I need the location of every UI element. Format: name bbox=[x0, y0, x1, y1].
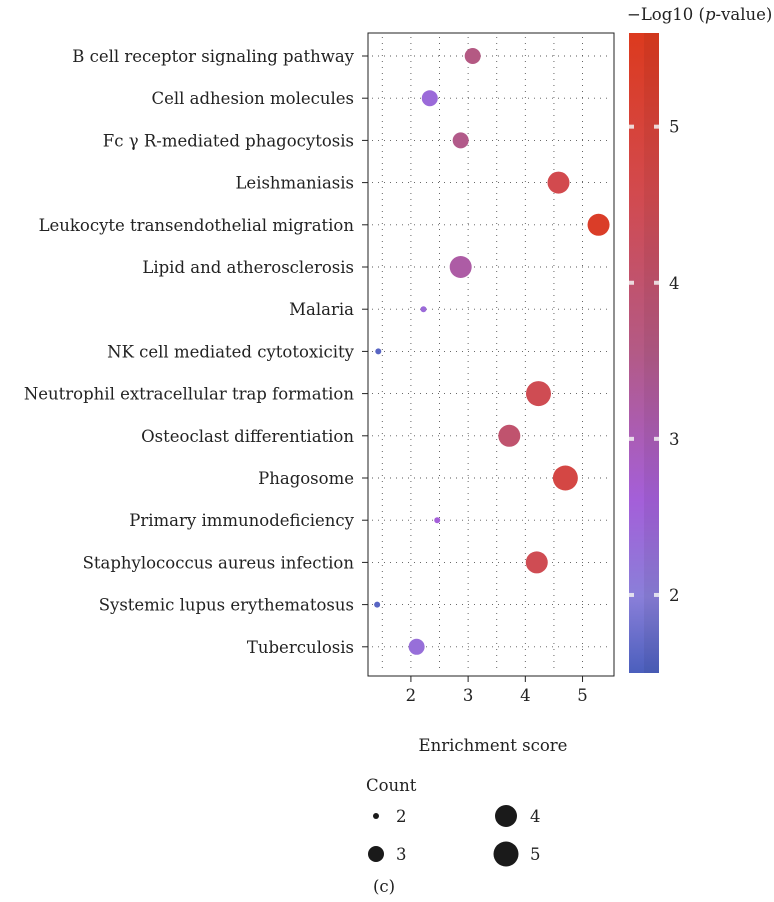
size-legend-label: 2 bbox=[396, 807, 407, 826]
y-tick-label: Phagosome bbox=[258, 469, 354, 488]
y-tick-label: Tuberculosis bbox=[247, 638, 354, 657]
colorbar-tick bbox=[629, 124, 634, 129]
size-legend-label: 4 bbox=[530, 807, 541, 826]
y-tick-label: Systemic lupus erythematosus bbox=[99, 596, 354, 615]
size-legend-symbol bbox=[373, 813, 379, 819]
x-tick-label: 3 bbox=[463, 686, 474, 705]
size-legend-symbol bbox=[368, 846, 384, 862]
colorbar-shade bbox=[644, 33, 659, 673]
y-tick-label: Fc γ R-mediated phagocytosis bbox=[103, 131, 354, 150]
size-legend-symbol bbox=[495, 805, 517, 827]
x-tick-label: 5 bbox=[577, 686, 588, 705]
colorbar-title-part: −Log10 ( bbox=[627, 5, 705, 24]
colorbar-tick bbox=[654, 592, 659, 597]
colorbar-tick-label: 5 bbox=[669, 118, 680, 137]
data-point bbox=[434, 517, 441, 524]
y-tick-label: Osteoclast differentiation bbox=[141, 427, 354, 446]
colorbar-tick bbox=[629, 592, 634, 597]
y-tick-label: B cell receptor signaling pathway bbox=[72, 47, 354, 66]
data-point bbox=[552, 465, 578, 491]
colorbar-tick-label: 3 bbox=[669, 430, 680, 449]
colorbar-title-part: -value) bbox=[716, 5, 773, 24]
colorbar-tick bbox=[654, 436, 659, 441]
data-point bbox=[547, 171, 570, 194]
y-tick-label: Malaria bbox=[289, 300, 354, 319]
y-tick-label: Leishmaniasis bbox=[235, 174, 354, 193]
colorbar-title: −Log10 (p-value) bbox=[627, 5, 772, 24]
size-legend-label: 5 bbox=[530, 845, 541, 864]
colorbar-tick-label: 4 bbox=[669, 274, 680, 293]
size-legend-label: 3 bbox=[396, 845, 407, 864]
y-tick-label: Primary immunodeficiency bbox=[129, 511, 354, 530]
y-tick-label: Neutrophil extracellular trap formation bbox=[24, 385, 355, 404]
data-point bbox=[449, 256, 472, 278]
colorbar-title-italic: p bbox=[705, 5, 716, 24]
y-tick-label: Cell adhesion molecules bbox=[151, 89, 354, 108]
data-point bbox=[452, 132, 469, 149]
data-point bbox=[464, 48, 481, 64]
data-point bbox=[408, 638, 425, 655]
colorbar bbox=[629, 33, 659, 673]
y-tick-label: Lipid and atherosclerosis bbox=[142, 258, 354, 277]
data-point bbox=[421, 90, 438, 107]
x-axis-label: Enrichment score bbox=[419, 736, 568, 755]
plot-frame bbox=[367, 32, 615, 677]
colorbar-tick bbox=[629, 280, 634, 285]
x-tick-label: 2 bbox=[406, 686, 417, 705]
y-tick-label: Leukocyte transendothelial migration bbox=[39, 216, 355, 235]
y-tick-label: NK cell mediated cytotoxicity bbox=[107, 342, 355, 361]
y-tick-label: Staphylococcus aureus infection bbox=[83, 553, 355, 572]
data-point bbox=[374, 601, 381, 608]
data-point bbox=[525, 551, 548, 574]
panel-label: (c) bbox=[373, 877, 395, 896]
data-point bbox=[375, 348, 382, 355]
data-point bbox=[587, 213, 610, 236]
data-point bbox=[525, 381, 551, 407]
colorbar-tick bbox=[654, 280, 659, 285]
colorbar-tick bbox=[629, 436, 634, 441]
size-legend-symbol bbox=[493, 841, 519, 867]
data-point bbox=[498, 424, 521, 447]
data-point bbox=[420, 306, 427, 313]
colorbar-tick-label: 2 bbox=[669, 586, 680, 605]
size-legend-title: Count bbox=[366, 776, 417, 795]
x-tick-label: 4 bbox=[520, 686, 531, 705]
colorbar-tick bbox=[654, 124, 659, 129]
